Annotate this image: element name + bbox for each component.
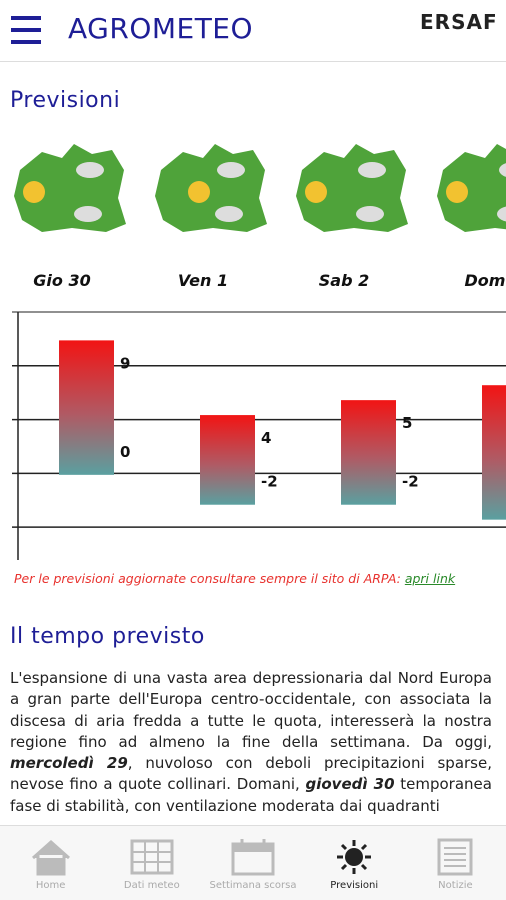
- sun: [446, 181, 468, 203]
- cloud: [74, 206, 102, 222]
- sun: [305, 181, 327, 203]
- cloud: [497, 206, 506, 222]
- sun: [23, 181, 45, 203]
- text: , nuvoloso con deboli precipitazioni spa…: [10, 754, 492, 794]
- nav-home[interactable]: Home: [0, 826, 101, 900]
- nav-data[interactable]: Dati meteo: [101, 826, 202, 900]
- text: temporanea fase di stabilità, con ventil…: [10, 775, 492, 815]
- text-bold: giovedì 30: [305, 775, 395, 794]
- text: L'espansione di una vasta area depressio…: [10, 669, 492, 751]
- min-label: 0: [120, 443, 130, 461]
- nav-label: Previsioni: [330, 880, 379, 891]
- nav-label: Settimana scorsa: [209, 880, 297, 891]
- logo: ERSAF: [420, 10, 498, 34]
- header: AGROMETEO ERSAF: [0, 0, 506, 62]
- map-shape: [437, 144, 506, 232]
- arpa-link[interactable]: apri link: [404, 571, 456, 586]
- weather-map: [14, 144, 126, 232]
- temp-bar: [200, 415, 255, 505]
- cloud: [215, 206, 243, 222]
- section-title: Il tempo previsto: [10, 624, 205, 649]
- sun: [188, 181, 210, 203]
- temp-bar: [482, 385, 506, 520]
- section-title: Previsioni: [10, 88, 121, 113]
- nav-label: Home: [35, 880, 66, 891]
- nav-week[interactable]: Settimana scorsa: [202, 826, 303, 900]
- min-label: -2: [402, 473, 419, 491]
- nav-label: Dati meteo: [123, 880, 180, 891]
- map-shape: [155, 144, 267, 232]
- max-label: 9: [120, 354, 130, 372]
- app-title: AGROMETEO: [68, 12, 254, 45]
- nav-news[interactable]: Notizie: [405, 826, 506, 900]
- menu-button[interactable]: [11, 16, 45, 46]
- text-bold: mercoledì 29: [10, 754, 128, 773]
- max-label: 4: [261, 429, 271, 447]
- day-label: Sab 2: [319, 271, 369, 290]
- temp-bar: [59, 340, 114, 475]
- cloud: [356, 206, 384, 222]
- max-label: 5: [402, 414, 412, 432]
- weather-map: [437, 144, 506, 232]
- cloud: [76, 162, 104, 178]
- cloud: [217, 162, 245, 178]
- nav-forecast[interactable]: Previsioni: [304, 826, 405, 900]
- forecast-text: L'espansione di una vasta area depressio…: [10, 668, 492, 823]
- day-label: Ven 1: [178, 271, 228, 290]
- day-label: Gio 30: [33, 271, 90, 290]
- cloud: [499, 163, 506, 177]
- weather-map: [155, 144, 267, 232]
- min-label: -2: [261, 473, 278, 491]
- forecast-note: Per le previsioni aggiornate consultare …: [14, 571, 455, 586]
- cloud: [358, 162, 386, 178]
- bottom-nav: Home Dati meteo Settimana scorsa Previsi…: [0, 825, 506, 900]
- nav-label: Notizie: [438, 880, 473, 891]
- day-label: Dom: [465, 271, 506, 290]
- weather-map: [296, 144, 408, 232]
- temp-bar: [341, 400, 396, 505]
- note-text: Per le previsioni aggiornate consultare …: [14, 571, 401, 586]
